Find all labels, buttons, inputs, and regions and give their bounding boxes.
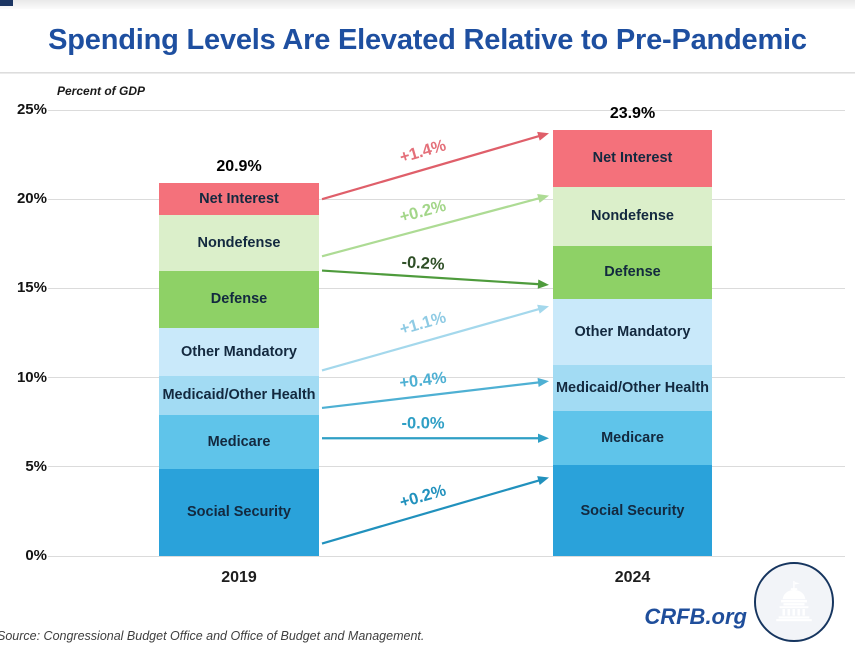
bar-segment-2024-other-mandatory: Other Mandatory xyxy=(553,299,712,366)
bar-segment-2024-social-security: Social Security xyxy=(553,465,712,556)
change-arrow-head xyxy=(537,476,549,485)
change-arrow-head xyxy=(538,433,549,443)
crfb-wordmark: CRFB.org xyxy=(644,604,747,629)
bar-segment-label: Social Security xyxy=(580,502,685,519)
change-label-medicaid-other-health: +0.4% xyxy=(398,368,448,392)
bar-segment-2019-defense: Defense xyxy=(159,270,319,328)
bar-segment-2024-medicare: Medicare xyxy=(553,411,712,465)
bar-total-label-2024: 23.9% xyxy=(609,104,656,122)
change-label-defense: -0.2% xyxy=(400,252,446,274)
change-arrow-head xyxy=(537,304,549,314)
bar-segment-label: Medicare xyxy=(207,433,271,450)
change-label-medicare: -0.0% xyxy=(401,414,445,433)
x-axis-label-2019: 2019 xyxy=(221,569,257,586)
change-label-nondefense: +0.2% xyxy=(397,196,449,227)
bar-segment-2019-social-security: Social Security xyxy=(159,468,319,556)
gridline-5% xyxy=(48,466,845,468)
y-tick-label: 0% xyxy=(25,547,47,564)
change-label-net-interest: +1.4% xyxy=(397,136,449,167)
bar-segment-2019-nondefense: Nondefense xyxy=(159,215,319,271)
gridline-25% xyxy=(48,109,845,111)
bar-segment-label: Defense xyxy=(210,291,268,308)
bar-segment-2024-net-interest: Net Interest xyxy=(553,129,712,187)
bar-segment-label: Defense xyxy=(604,264,661,281)
gridline-10% xyxy=(48,377,845,379)
top-left-crop-mark xyxy=(0,0,13,6)
gridline-0% xyxy=(48,555,845,557)
bar-total-label-2019: 20.9% xyxy=(216,158,262,176)
bar-segment-label: Nondefense xyxy=(591,208,674,225)
title-divider xyxy=(0,72,855,74)
bar-segment-label: Other Mandatory xyxy=(180,343,297,360)
bar-segment-2024-nondefense: Nondefense xyxy=(553,186,712,246)
chart-title: Spending Levels Are Elevated Relative to… xyxy=(48,24,807,56)
bar-segment-label: Net Interest xyxy=(199,191,279,208)
bar-segment-label: Medicaid/Other Health xyxy=(162,387,316,404)
crfb-logo xyxy=(754,562,834,642)
bar-segment-2019-medicaid-other-health: Medicaid/Other Health xyxy=(159,375,319,416)
bar-segment-2019-other-mandatory: Other Mandatory xyxy=(159,327,319,376)
bar-segment-label: Nondefense xyxy=(197,234,281,251)
y-tick-label: 25% xyxy=(16,101,47,118)
change-arrow-head xyxy=(537,377,549,388)
y-tick-label: 20% xyxy=(16,190,47,208)
bar-segment-label: Medicaid/Other Health xyxy=(555,380,710,397)
crfb-logo-disc xyxy=(761,569,827,635)
bar-segment-label: Medicare xyxy=(601,430,664,447)
change-label-social-security: +0.2% xyxy=(397,480,449,512)
bar-segment-2024-medicaid-other-health: Medicaid/Other Health xyxy=(553,365,712,412)
gridline-15% xyxy=(48,287,845,289)
y-tick-label: 5% xyxy=(25,457,47,475)
y-axis-unit-label: Percent of GDP xyxy=(57,84,146,98)
x-axis-label-2024: 2024 xyxy=(614,569,651,586)
capitol-dome-icon xyxy=(776,580,812,622)
bar-segment-2019-net-interest: Net Interest xyxy=(159,183,319,216)
top-gradient-band xyxy=(0,0,855,9)
bar-segment-label: Net Interest xyxy=(592,150,673,167)
bar-segment-label: Other Mandatory xyxy=(574,324,691,341)
bar-segment-2019-medicare: Medicare xyxy=(159,415,319,469)
change-label-other-mandatory: +1.1% xyxy=(397,308,449,339)
y-tick-label: 15% xyxy=(16,279,47,297)
bar-segment-2024-defense: Defense xyxy=(553,245,712,300)
change-arrow-head xyxy=(537,131,549,141)
bar-segment-label: Social Security xyxy=(187,504,291,521)
y-tick-label: 10% xyxy=(16,368,47,386)
source-note: Source: Congressional Budget Office and … xyxy=(0,629,425,643)
